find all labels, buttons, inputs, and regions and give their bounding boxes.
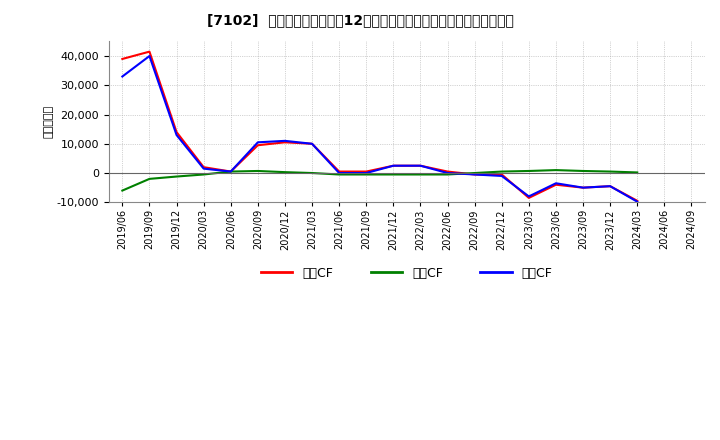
Text: [7102]  キャッシュフローの12か月移動合計の対前年同期増減額の推移: [7102] キャッシュフローの12か月移動合計の対前年同期増減額の推移 (207, 13, 513, 27)
Y-axis label: （百万円）: （百万円） (44, 105, 54, 139)
Legend: 営業CF, 投資CF, フリCF: 営業CF, 投資CF, フリCF (261, 267, 552, 280)
